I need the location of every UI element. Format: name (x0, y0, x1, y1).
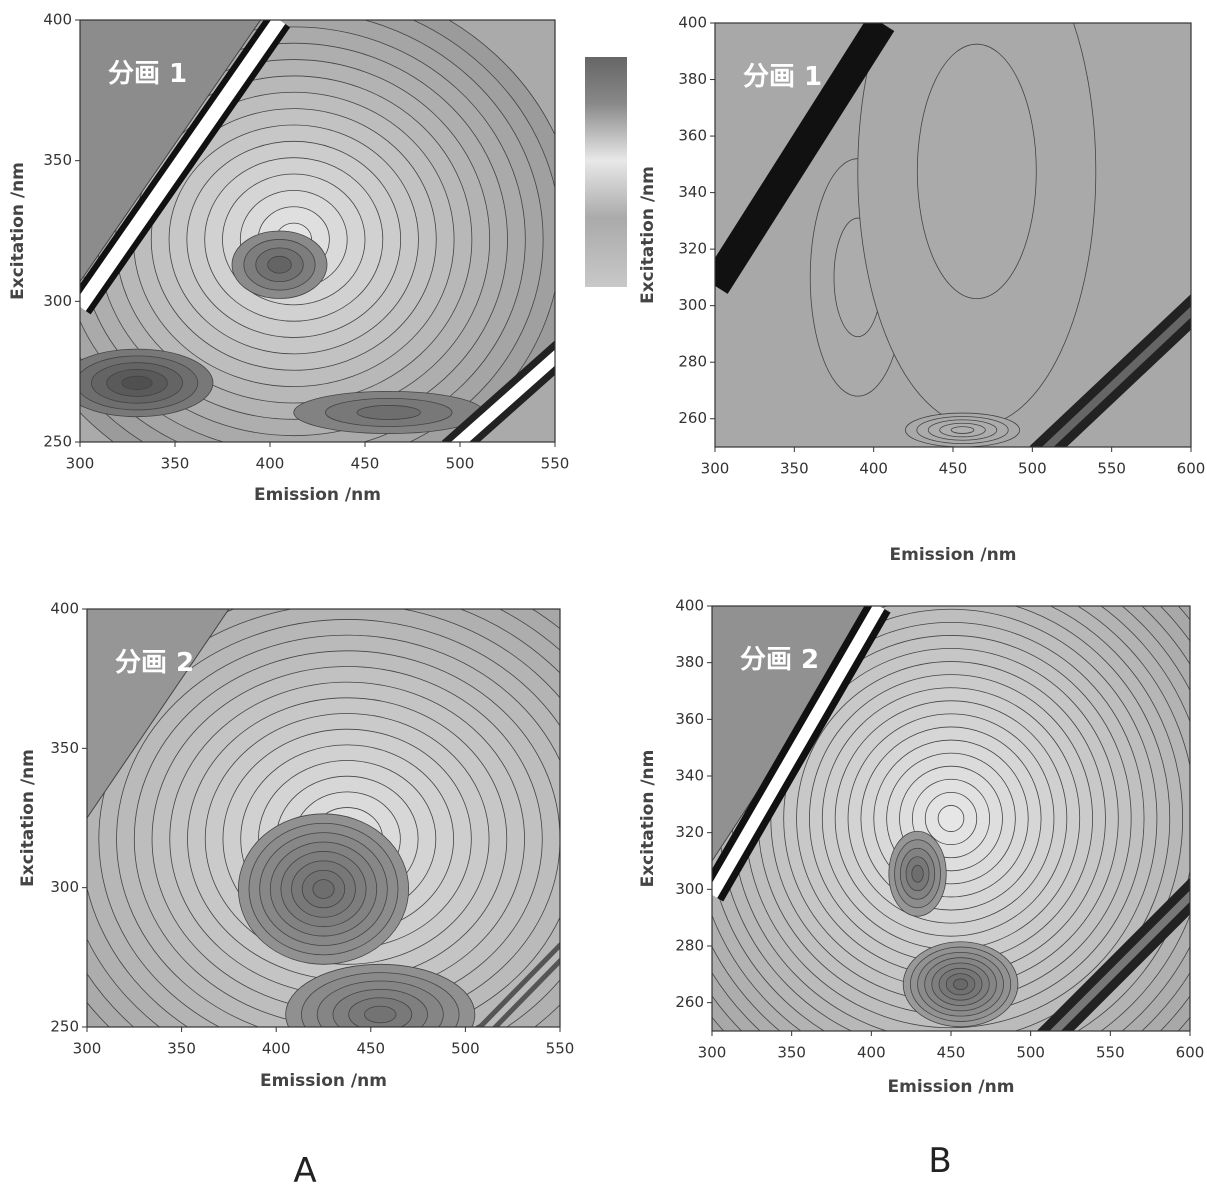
x-tick-label: 500 (451, 1040, 480, 1058)
plot: 300 350 400 450 500 550 250 300 350 400 Emission /… (18, 600, 575, 1092)
contour-level (121, 375, 153, 391)
x-tick-label: 350 (167, 1040, 196, 1058)
colorbar (585, 57, 627, 287)
x-tick-label: 450 (939, 460, 968, 478)
y-tick-label: 300 (50, 878, 79, 896)
x-tick-label: 400 (857, 1044, 886, 1062)
y-tick-label: 250 (50, 1018, 79, 1036)
x-tick-label: 300 (698, 1044, 727, 1062)
x-tick-label: 550 (1097, 460, 1126, 478)
y-tick-label: 300 (678, 296, 707, 314)
x-tick-label: 350 (777, 1044, 806, 1062)
y-tick-label: 400 (50, 600, 79, 618)
x-tick-label: 500 (1018, 460, 1047, 478)
plot-area (80, 20, 555, 442)
plot: 300 350 400 450 500 550 600 260 280 300 320 340 360 3… (638, 14, 1206, 566)
scatter-region (80, 20, 262, 283)
contour-level (952, 978, 969, 990)
y-tick-label: 340 (675, 767, 704, 785)
scatter-band-inner (712, 606, 885, 899)
x-tick-label: 350 (161, 455, 190, 473)
scatter-band-inner (450, 349, 555, 442)
x-axis-label: Emission /nm (254, 485, 381, 505)
y-tick-label: 260 (675, 993, 704, 1011)
y-tick-label: 340 (678, 183, 707, 201)
plot-area (87, 609, 560, 1027)
y-tick-label: 400 (675, 597, 704, 615)
y-tick-label: 350 (43, 151, 72, 169)
y-tick-label: 320 (675, 823, 704, 841)
x-tick-label: 550 (541, 455, 570, 473)
y-tick-label: 260 (678, 409, 707, 427)
scatter-band-inner (80, 20, 286, 311)
contour-level (937, 805, 965, 832)
plot-frame (86, 608, 561, 1028)
y-tick-label: 380 (675, 653, 704, 671)
y-tick-label: 250 (43, 433, 72, 451)
x-tick-label: 400 (859, 460, 888, 478)
x-tick-label: 550 (546, 1040, 575, 1058)
x-tick-label: 400 (256, 455, 285, 473)
y-axis-label: Excitation /nm (638, 166, 658, 304)
scatter-region (87, 609, 230, 819)
plot-frame (79, 19, 556, 443)
contour-level (312, 879, 335, 899)
panel-label: B (928, 1141, 951, 1181)
y-tick-label: 400 (678, 14, 707, 32)
contour-level (911, 864, 924, 883)
annotation: 分画 2 (740, 645, 819, 675)
x-axis-label: Emission /nm (890, 545, 1017, 565)
plot: 300 350 400 450 500 550 600 260 280 300 320 340 360 3… (638, 597, 1205, 1098)
x-tick-label: 450 (937, 1044, 966, 1062)
x-tick-label: 450 (356, 1040, 385, 1058)
x-axis-label: Emission /nm (888, 1077, 1015, 1097)
contour-level (950, 426, 975, 434)
contour-level (267, 255, 292, 274)
y-tick-label: 380 (678, 70, 707, 88)
plot-area (715, 23, 1191, 447)
y-tick-label: 300 (675, 880, 704, 898)
x-tick-label: 350 (780, 460, 809, 478)
y-tick-label: 300 (43, 292, 72, 310)
x-tick-label: 500 (1016, 1044, 1045, 1062)
contour-level (916, 43, 1037, 299)
y-tick-label: 280 (678, 353, 707, 371)
scatter-band-inner (1041, 306, 1191, 447)
x-tick-label: 550 (1096, 1044, 1125, 1062)
contour-level (356, 405, 421, 420)
y-axis-label: Excitation /nm (8, 162, 28, 300)
plot-area (712, 606, 1190, 1031)
y-axis-label: Excitation /nm (638, 750, 658, 888)
y-tick-label: 280 (675, 937, 704, 955)
y-tick-label: 360 (678, 127, 707, 145)
contour-level (364, 1005, 397, 1024)
y-tick-label: 360 (675, 710, 704, 728)
scatter-band-inner (1049, 890, 1190, 1031)
plot: 300 350 400 450 500 550 250 300 350 400 Emission /… (8, 11, 570, 506)
x-axis-label: Emission /nm (260, 1071, 387, 1091)
x-tick-label: 300 (73, 1040, 102, 1058)
y-axis-label: Excitation /nm (18, 749, 38, 887)
x-tick-label: 400 (262, 1040, 291, 1058)
x-tick-label: 300 (66, 455, 95, 473)
y-tick-label: 320 (678, 240, 707, 258)
annotation: 分画 1 (108, 59, 187, 89)
annotation: 分画 2 (115, 648, 194, 678)
scatter-band-inner (483, 948, 560, 1027)
x-tick-label: 450 (351, 455, 380, 473)
x-tick-label: 500 (446, 455, 475, 473)
panel-label: A (293, 1151, 316, 1186)
y-tick-label: 400 (43, 11, 72, 29)
annotation: 分画 1 (743, 62, 822, 92)
scatter-band (715, 23, 895, 294)
x-tick-label: 600 (1176, 1044, 1205, 1062)
y-tick-label: 350 (50, 739, 79, 757)
x-tick-label: 300 (701, 460, 730, 478)
x-tick-label: 600 (1177, 460, 1206, 478)
